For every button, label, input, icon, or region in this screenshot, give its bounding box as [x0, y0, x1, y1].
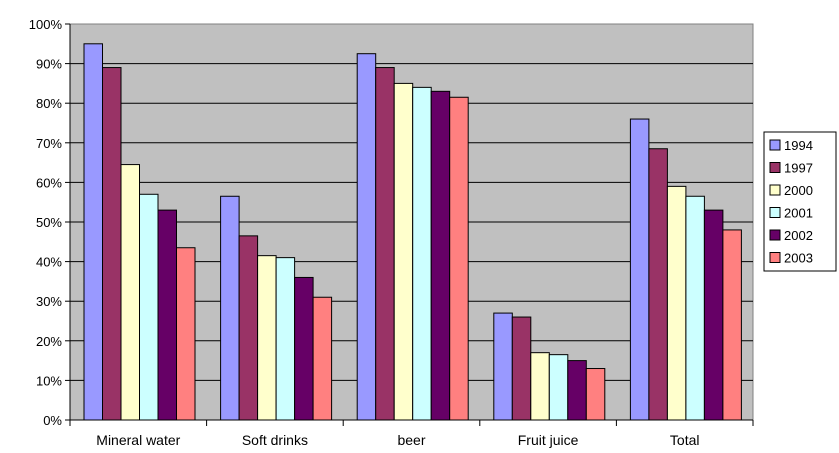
bar-2002-fruit-juice [567, 360, 587, 421]
bar-2002-beer [430, 90, 451, 421]
bar-2003-soft-drinks [312, 296, 333, 421]
bar-2000-fruit-juice [530, 352, 550, 421]
category-label: Mineral water [96, 432, 180, 448]
bar-1994-beer [356, 53, 377, 421]
bar-2002-soft-drinks [294, 276, 314, 421]
bar-1997-beer [375, 67, 395, 421]
legend-swatch [769, 139, 781, 151]
legend-label: 2000 [784, 183, 813, 198]
bar-2000-soft-drinks [257, 255, 277, 421]
bar-2001-fruit-juice [548, 354, 569, 421]
bar-2001-total [685, 195, 705, 421]
bar-1994-soft-drinks [220, 195, 240, 421]
bar-2000-beer [393, 82, 414, 421]
bar-2001-mineral-water [139, 193, 159, 421]
legend: 1994 1997 2000 2001 2002 2003 [763, 131, 837, 272]
category-labels: Mineral water Soft drinks beer Fruit juice T… [96, 432, 699, 448]
bar-1994-mineral-water [83, 43, 103, 421]
legend-label: 1997 [784, 161, 813, 176]
y-tick-label: 80% [36, 96, 62, 111]
category-label: Total [670, 432, 700, 448]
y-tick-label: 40% [36, 255, 62, 270]
bar-2001-soft-drinks [275, 257, 296, 421]
legend-label: 2001 [784, 206, 813, 221]
y-tick-labels: 0% 10% 20% 30% 40% 50% 60% 70% 80% 90% 100% [29, 17, 63, 428]
axes [65, 23, 754, 426]
y-tick-label: 90% [36, 57, 62, 72]
category-label: beer [397, 432, 425, 448]
bar-2002-mineral-water [157, 209, 177, 421]
y-tick-label: 70% [36, 136, 62, 151]
bar-1997-soft-drinks [238, 235, 259, 421]
legend-label: 2003 [784, 251, 813, 266]
y-tick-label: 10% [36, 373, 62, 388]
legend-swatch [769, 207, 781, 218]
bar-1997-total [648, 148, 668, 421]
legend-swatch [769, 229, 781, 241]
y-tick-label: 60% [36, 175, 62, 190]
bar-1997-mineral-water [102, 67, 122, 421]
bar-2000-mineral-water [120, 164, 140, 421]
y-tick-label: 30% [36, 294, 62, 309]
legend-swatch [769, 184, 781, 196]
bar-1994-fruit-juice [493, 312, 513, 421]
legend-swatch [769, 162, 781, 173]
bar-2001-beer [412, 86, 432, 421]
legend-swatch [769, 252, 781, 263]
legend-label: 1994 [784, 138, 813, 153]
category-label: Fruit juice [518, 432, 579, 448]
bar-2002-total [703, 209, 724, 421]
bar-1994-total [629, 118, 650, 421]
bars [83, 43, 742, 421]
legend-label: 2002 [784, 228, 813, 243]
bar-2000-total [666, 185, 687, 421]
y-tick-label: 0% [43, 413, 62, 428]
bar-2003-total [722, 229, 742, 421]
bar-2003-fruit-juice [585, 368, 606, 421]
y-tick-label: 50% [36, 215, 62, 230]
legend-box [763, 131, 837, 272]
category-label: Soft drinks [242, 432, 308, 448]
y-tick-label: 20% [36, 334, 62, 349]
y-tick-label: 100% [29, 17, 63, 32]
bar-1997-fruit-juice [511, 316, 532, 421]
bar-2003-beer [449, 96, 469, 421]
bar-2003-mineral-water [176, 247, 196, 421]
